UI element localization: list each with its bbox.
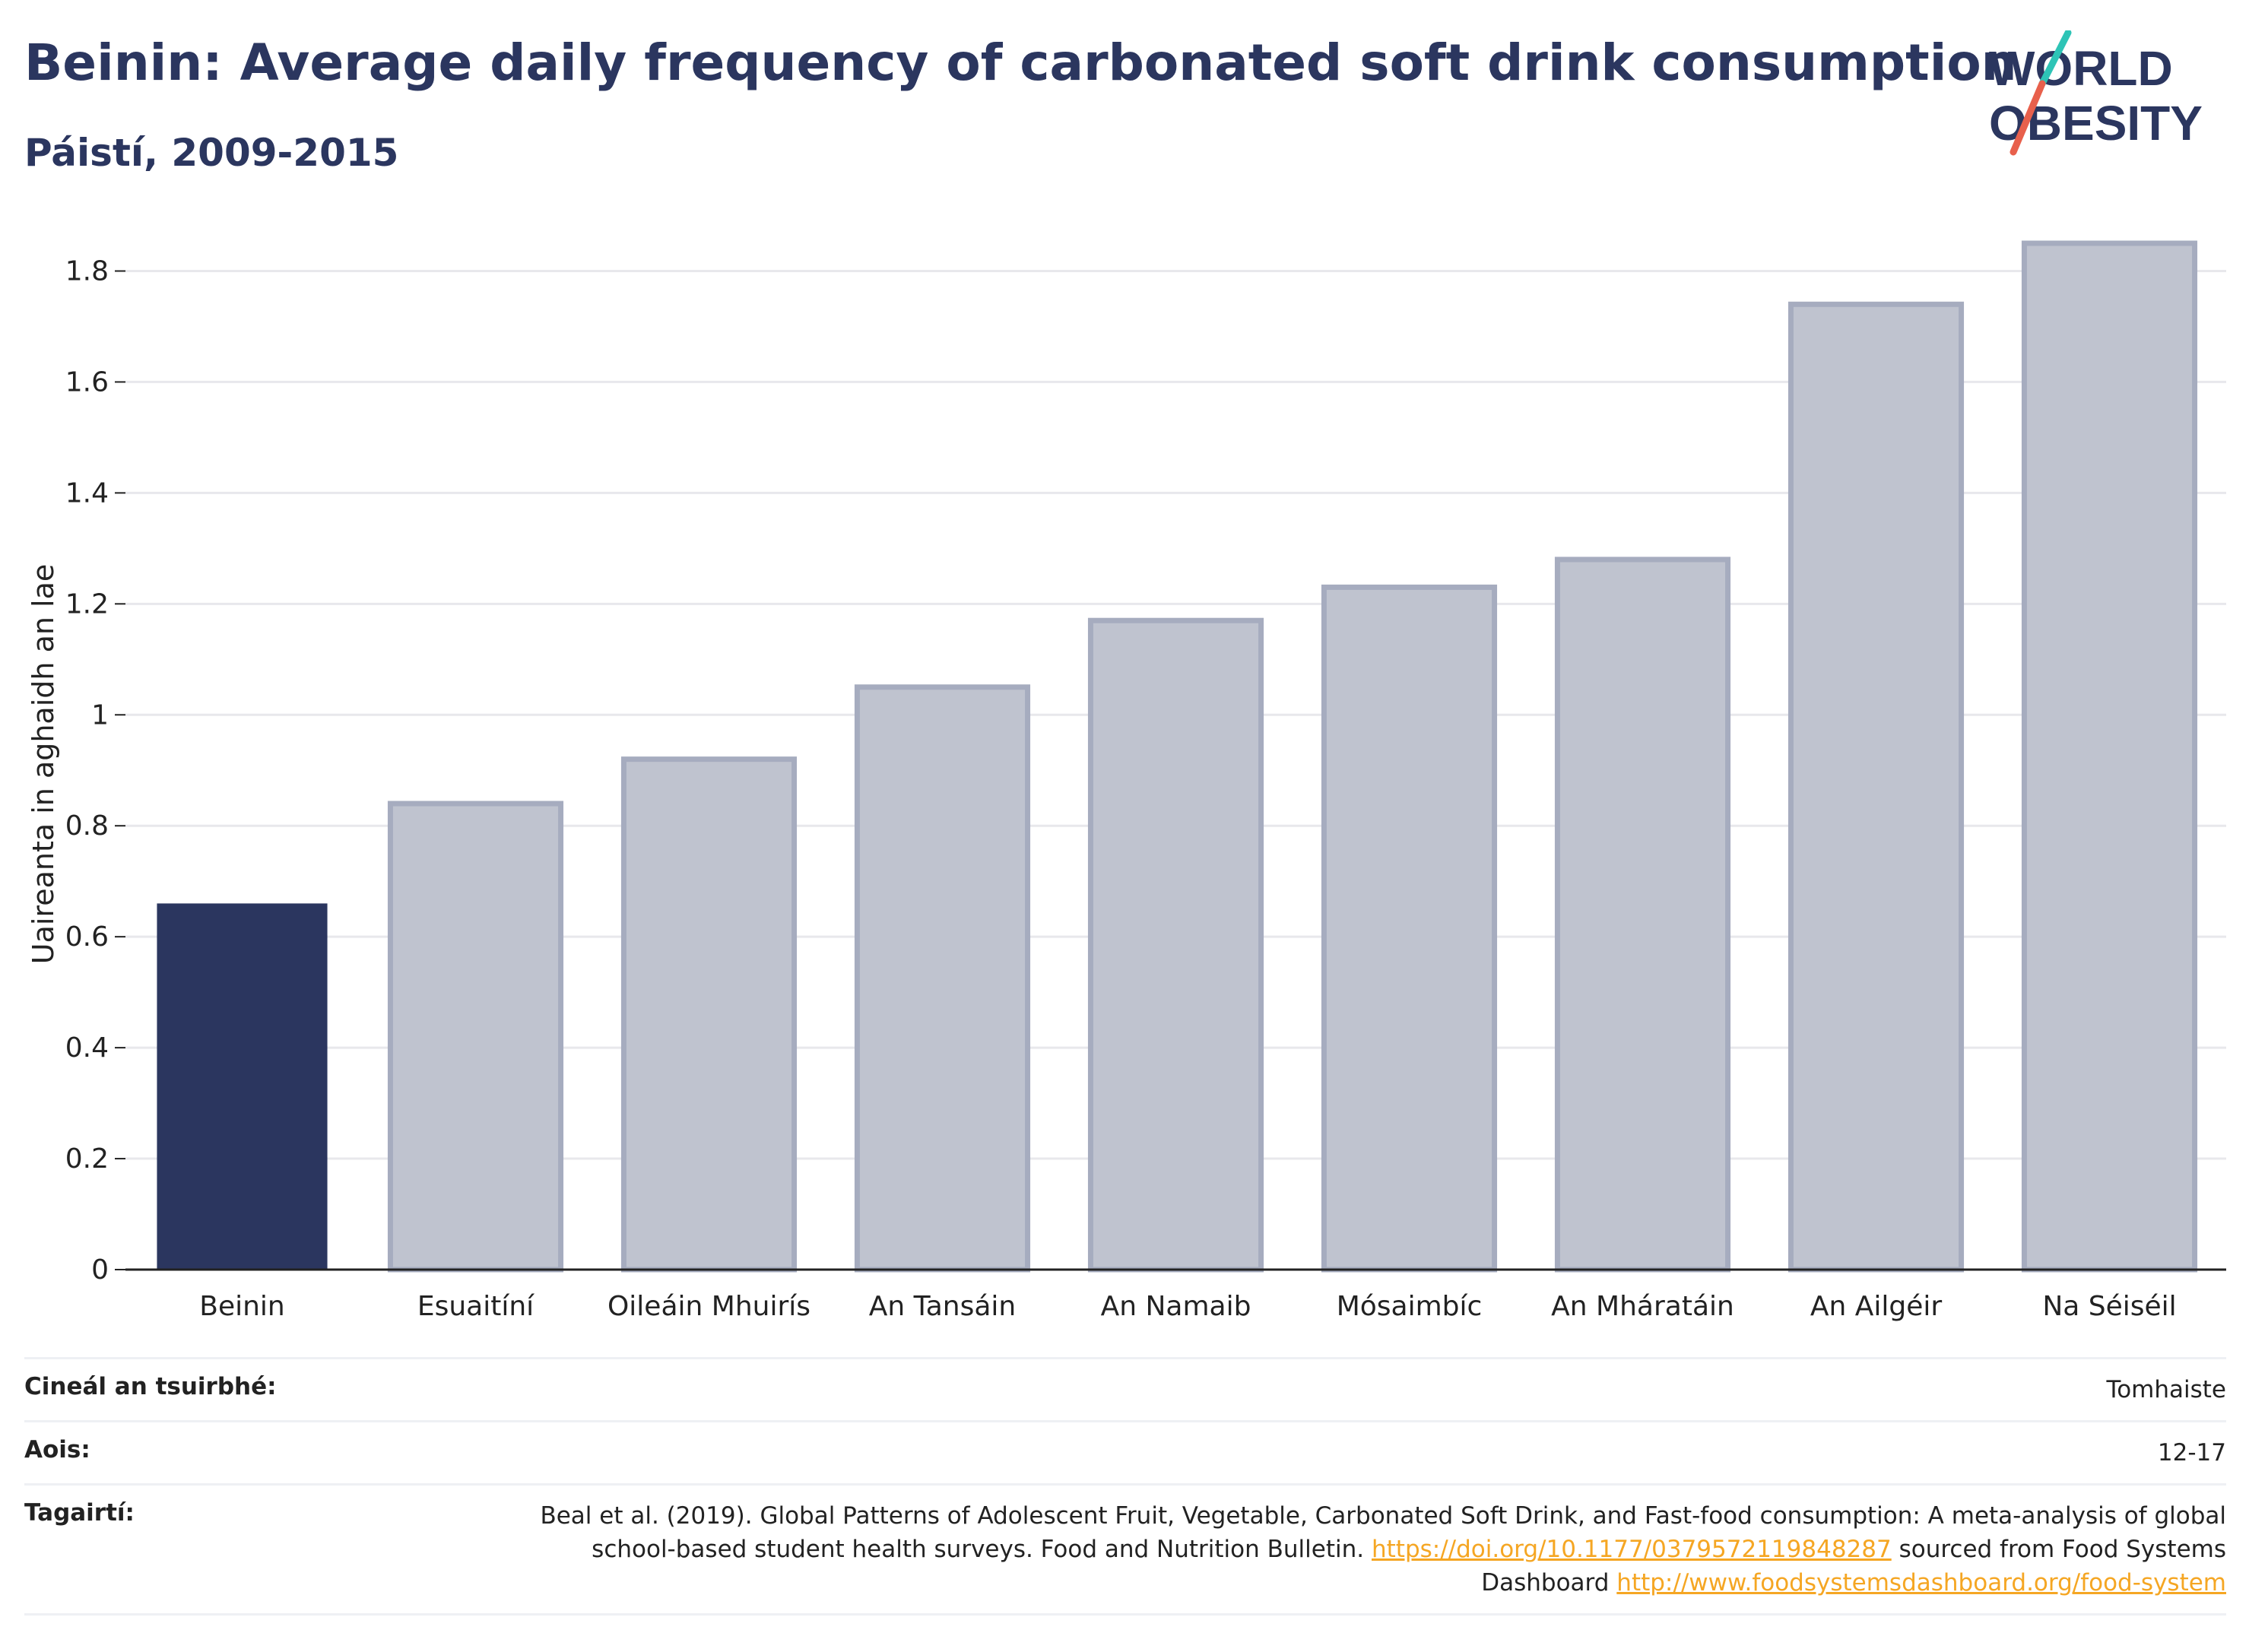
x-tick-label: Na Séiséil (2042, 1291, 2176, 1322)
bar-an-mháratáin (1554, 556, 1731, 1273)
x-tick-label: An Mháratáin (1551, 1291, 1734, 1322)
bars (157, 240, 2198, 1273)
age-value: 12-17 (2157, 1439, 2226, 1467)
x-tick-label: Beinin (199, 1291, 284, 1322)
logo-line1: WORLD (1989, 41, 2173, 96)
chart-title: Beinin: Average daily frequency of carbo… (24, 33, 2017, 92)
survey-type-value: Tomhaiste (2106, 1376, 2226, 1403)
survey-type-label: Cineál an tsuirbhé: (24, 1373, 277, 1400)
info-row-references: Tagairtí: Beal et al. (2019). Global Pat… (24, 1483, 2226, 1616)
y-tick-label: 1.4 (65, 477, 109, 509)
doi-link[interactable]: https://doi.org/10.1177/0379572119848287 (1371, 1536, 1892, 1564)
info-table: Cineál an tsuirbhé: Tomhaiste Aois: 12-1… (24, 1357, 2226, 1616)
bar-an-namaib (1087, 617, 1264, 1273)
x-tick-label: An Namaib (1101, 1291, 1251, 1322)
bar-an-ailgéir (1787, 301, 1965, 1273)
x-tick-label: Oileáin Mhuirís (607, 1291, 810, 1322)
y-tick-label: 0.4 (65, 1032, 109, 1064)
info-row-survey-type: Cineál an tsuirbhé: Tomhaiste (24, 1357, 2226, 1420)
bar-beinin (157, 903, 328, 1270)
world-obesity-logo: WORLD OBESITY (1989, 30, 2203, 156)
x-tick-label: An Tansáin (869, 1291, 1016, 1322)
chart-subtitle: Páistí, 2009-2015 (24, 131, 399, 175)
info-row-age: Aois: 12-17 (24, 1420, 2226, 1483)
references-value: Beal et al. (2019). Global Patterns of A… (477, 1499, 2226, 1600)
x-tick-label: An Ailgéir (1810, 1291, 1943, 1322)
y-tick-label: 1.6 (65, 366, 109, 398)
bar-mósaimbíc (1321, 584, 1498, 1273)
y-axis-label: Uaireanta in aghaidh an lae (27, 564, 60, 964)
bar-oileáin-mhuirís (620, 756, 798, 1273)
references-label: Tagairtí: (24, 1499, 135, 1527)
y-tick-label: 0.2 (65, 1143, 109, 1175)
age-label: Aois: (24, 1436, 90, 1464)
y-tick-label: 1 (91, 699, 109, 731)
y-tick-label: 0.8 (65, 810, 109, 842)
food-systems-link[interactable]: http://www.foodsystemsdashboard.org/food… (1616, 1569, 2226, 1597)
x-tick-label: Esuaitíní (417, 1291, 534, 1322)
y-tick-label: 1.8 (65, 255, 109, 287)
x-tick-label: Mósaimbíc (1337, 1291, 1483, 1322)
reference-text-2: sourced from Food Systems Dashboard (1481, 1536, 2226, 1597)
axes: 0 0.2 0.4 0.6 0.8 1 1.2 1.4 1.6 1.8 Beinin Esuaitín… (65, 255, 2226, 1322)
logo-slash-red (2010, 80, 2046, 156)
bar-esuaitíní (387, 801, 564, 1273)
bar-chart: 0 0.2 0.4 0.6 0.8 1 1.2 1.4 1.6 1.8 Beinin Esuaitín… (27, 240, 2226, 1322)
logo-slash-teal (2038, 30, 2072, 87)
bar-na-séiséil (2021, 240, 2198, 1273)
bar-an-tansáin (854, 684, 1031, 1273)
reference-text-1: Beal et al. (2019). Global Patterns of A… (540, 1502, 2226, 1564)
y-tick-label: 0 (91, 1254, 109, 1286)
y-tick-label: 0.6 (65, 921, 109, 953)
y-tick-label: 1.2 (65, 588, 109, 620)
